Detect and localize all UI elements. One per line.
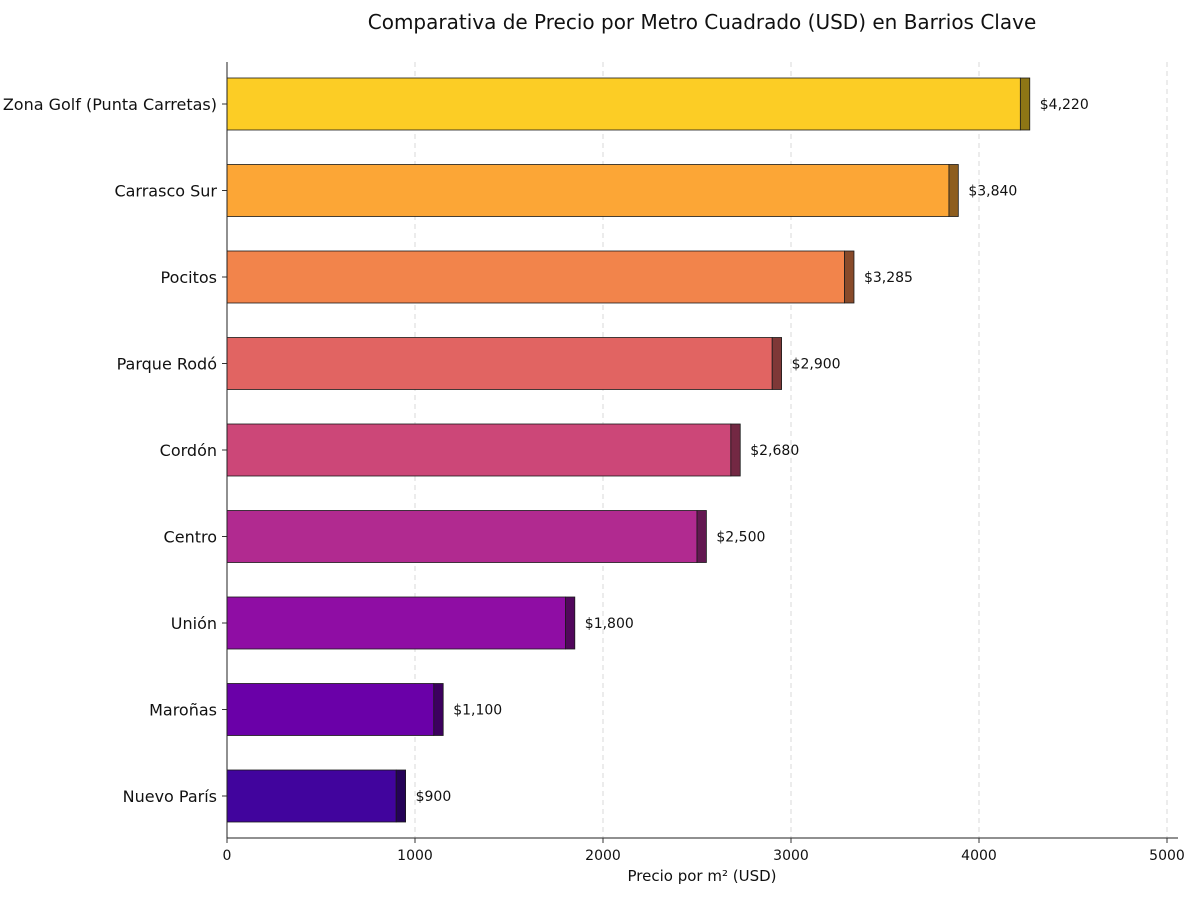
x-tick-label-0: 0 bbox=[223, 848, 232, 864]
bar-value-label-3: $2,900 bbox=[792, 357, 841, 373]
bar-3 bbox=[226, 337, 773, 390]
bar-value-label-2: $3,285 bbox=[864, 270, 913, 286]
y-tick-label-6: Unión bbox=[171, 614, 217, 633]
bar-cap-6 bbox=[565, 596, 576, 650]
bar-0 bbox=[226, 77, 1021, 131]
bar-value-label-1: $3,840 bbox=[968, 184, 1017, 200]
bar-7 bbox=[226, 683, 435, 736]
x-tick-label-2: 2000 bbox=[585, 848, 621, 864]
bar-8 bbox=[226, 769, 397, 823]
y-tick-label-0: Zona Golf (Punta Carretas) bbox=[3, 95, 217, 114]
x-tick-label-5: 5000 bbox=[1149, 848, 1185, 864]
x-axis-label: Precio por m² (USD) bbox=[628, 867, 777, 885]
bar-4 bbox=[226, 423, 732, 477]
x-tick-label-3: 3000 bbox=[773, 848, 809, 864]
bar-1 bbox=[226, 164, 950, 217]
bar-value-label-6: $1,800 bbox=[585, 616, 634, 632]
bars-layer bbox=[226, 77, 1031, 823]
y-tick-label-5: Centro bbox=[164, 528, 217, 547]
bar-5 bbox=[226, 510, 698, 563]
chart-title: Comparativa de Precio por Metro Cuadrado… bbox=[367, 10, 1037, 34]
bar-value-label-7: $1,100 bbox=[453, 703, 502, 719]
bar-cap-8 bbox=[395, 769, 407, 823]
y-tick-label-4: Cordón bbox=[160, 441, 217, 460]
bar-value-label-4: $2,680 bbox=[750, 443, 799, 459]
x-tick-label-1: 1000 bbox=[397, 848, 433, 864]
labels-layer: $4,220 Zona Golf (Punta Carretas) $3,840 Ca… bbox=[3, 95, 1185, 864]
y-tick-label-7: Maroñas bbox=[149, 701, 217, 720]
x-tick-label-4: 4000 bbox=[961, 848, 997, 864]
bar-cap-7 bbox=[433, 683, 444, 736]
bar-value-label-0: $4,220 bbox=[1040, 97, 1089, 113]
y-tick-label-8: Nuevo París bbox=[123, 787, 217, 806]
bar-cap-3 bbox=[771, 337, 783, 390]
y-tick-label-3: Parque Rodó bbox=[117, 355, 217, 374]
bar-value-label-8: $900 bbox=[416, 789, 452, 805]
bar-cap-0 bbox=[1019, 77, 1031, 131]
axes-layer bbox=[222, 62, 1178, 843]
y-tick-label-2: Pocitos bbox=[160, 268, 217, 287]
bar-value-label-5: $2,500 bbox=[716, 530, 765, 546]
bar-6 bbox=[226, 596, 566, 650]
bar-2 bbox=[226, 250, 845, 304]
bar-cap-5 bbox=[696, 510, 707, 563]
bar-cap-1 bbox=[948, 164, 959, 217]
bar-cap-4 bbox=[730, 423, 741, 477]
y-tick-label-1: Carrasco Sur bbox=[114, 182, 217, 201]
bar-cap-2 bbox=[844, 250, 855, 304]
